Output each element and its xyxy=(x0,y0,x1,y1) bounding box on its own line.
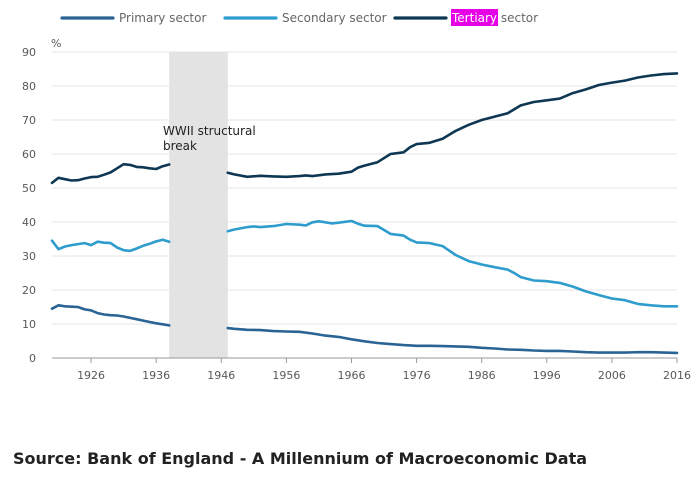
x-tick-label: 1926 xyxy=(77,369,105,382)
series-lines xyxy=(50,72,679,355)
legend-label-3: Tertiary sector xyxy=(451,11,538,25)
annotation-line-1: WWII structural xyxy=(163,124,256,138)
y-tick-label: 0 xyxy=(29,352,36,365)
x-tick-label: 1936 xyxy=(142,369,170,382)
x-tick-label: 1966 xyxy=(337,369,365,382)
y-tick-label: 50 xyxy=(22,182,36,195)
series-line-3 xyxy=(50,162,171,185)
series-line-2 xyxy=(226,219,679,308)
x-axis-ticks: 1926 1936 1946 1956 1966 1976 1986 1996 2006 2016 xyxy=(77,358,691,382)
x-tick-label: 1946 xyxy=(207,369,235,382)
series-line-3 xyxy=(226,72,679,179)
series-line-1 xyxy=(226,326,679,355)
line-chart: 1926 1936 1946 1956 1966 1976 1986 1996 2006 2016… xyxy=(22,9,691,382)
x-tick-label: 1976 xyxy=(403,369,431,382)
y-axis-ticks: 0 10 20 30 40 50 60 70 80 90 xyxy=(22,46,36,365)
wwii-annotation: WWII structural break xyxy=(163,124,259,153)
y-tick-label: 60 xyxy=(22,148,36,161)
y-tick-label: 70 xyxy=(22,114,36,127)
legend-label-1: Primary sector xyxy=(119,11,206,25)
y-tick-label: 90 xyxy=(22,46,36,59)
legend-label-2: Secondary sector xyxy=(282,11,387,25)
legend-highlight xyxy=(451,9,499,26)
y-tick-label: 30 xyxy=(22,250,36,263)
y-tick-label: 40 xyxy=(22,216,36,229)
source-note: Source: Bank of England - A Millennium o… xyxy=(13,449,588,468)
y-tick-label: 20 xyxy=(22,284,36,297)
y-tick-label: 80 xyxy=(22,80,36,93)
series-line-1 xyxy=(50,304,171,327)
gridlines xyxy=(52,51,677,325)
legend: Primary sector Secondary sector Tertiary s… xyxy=(60,9,538,26)
series-line-2 xyxy=(50,238,171,253)
x-tick-label: 2016 xyxy=(663,369,691,382)
annotation-line-2: break xyxy=(163,139,197,153)
x-tick-label: 1986 xyxy=(468,369,496,382)
x-tick-label: 1956 xyxy=(272,369,300,382)
x-tick-label: 1996 xyxy=(533,369,561,382)
y-axis-label: % xyxy=(51,37,61,50)
wwii-shaded-region xyxy=(169,52,228,358)
y-tick-label: 10 xyxy=(22,318,36,331)
x-tick-label: 2006 xyxy=(598,369,626,382)
